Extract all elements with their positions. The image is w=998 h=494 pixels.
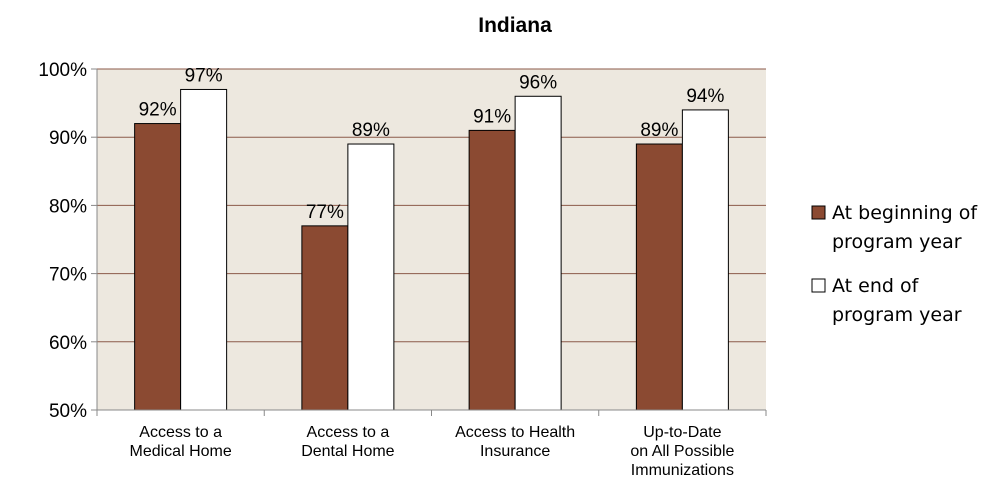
bar-end: [180, 88, 228, 411]
data-label: 89%: [352, 120, 390, 141]
legend: At beginning of program year At end of prog…: [811, 202, 978, 326]
y-tick-label: 70%: [49, 265, 87, 286]
chart-title: Indiana: [478, 14, 552, 37]
x-category-line: on All Possible: [630, 443, 734, 460]
x-category-line: Immunizations: [631, 462, 734, 479]
x-category-line: Dental Home: [301, 443, 394, 460]
x-category-line: Medical Home: [129, 443, 231, 460]
legend-label: At end of: [832, 275, 920, 297]
axes: [96, 69, 767, 416]
x-category-line: Access to a: [139, 424, 222, 441]
y-tick-label: 50%: [49, 401, 87, 422]
bar-beginning: [134, 123, 182, 411]
y-tick-label: 80%: [49, 196, 87, 217]
x-category-label: Access to Health Insurance: [455, 424, 575, 460]
x-category-label: Up-to-Date on All Possible Immunizations: [630, 424, 734, 479]
bar-beginning: [635, 143, 683, 411]
legend-swatch: [811, 205, 826, 220]
x-category-line: Insurance: [480, 443, 550, 460]
data-label: 96%: [519, 72, 557, 93]
data-label: 97%: [185, 65, 223, 86]
x-category-line: Up-to-Date: [643, 424, 721, 441]
data-label: 91%: [473, 106, 511, 127]
legend-swatch: [811, 278, 826, 293]
data-labels: 92% 97% 77% 89% 91% 96% 89% 94%: [139, 65, 725, 222]
x-category-label: Access to a Dental Home: [301, 424, 394, 460]
data-label: 89%: [640, 120, 678, 141]
x-category-label: Access to a Medical Home: [129, 424, 231, 460]
x-category-line: Access to Health: [455, 424, 575, 441]
data-label: 92%: [139, 100, 177, 121]
bar-end: [514, 95, 562, 411]
legend-label: At beginning of: [832, 202, 978, 224]
bars: [134, 88, 729, 411]
data-label: 94%: [686, 86, 724, 107]
bar-end: [681, 109, 729, 411]
x-category-line: Access to a: [307, 424, 390, 441]
legend-label: program year: [832, 304, 962, 326]
bar-end: [347, 143, 395, 411]
y-tick-label: 90%: [49, 128, 87, 149]
y-tick-label: 60%: [49, 333, 87, 354]
data-label: 77%: [306, 202, 344, 223]
bar-beginning: [468, 129, 516, 411]
x-axis-categories: Access to a Medical Home Access to a Dental…: [129, 424, 734, 479]
y-tick-label: 100%: [38, 60, 87, 81]
legend-label: program year: [832, 231, 962, 253]
y-axis: 50% 60% 70% 80% 90% 100%: [38, 60, 97, 422]
bar-beginning: [301, 225, 349, 411]
